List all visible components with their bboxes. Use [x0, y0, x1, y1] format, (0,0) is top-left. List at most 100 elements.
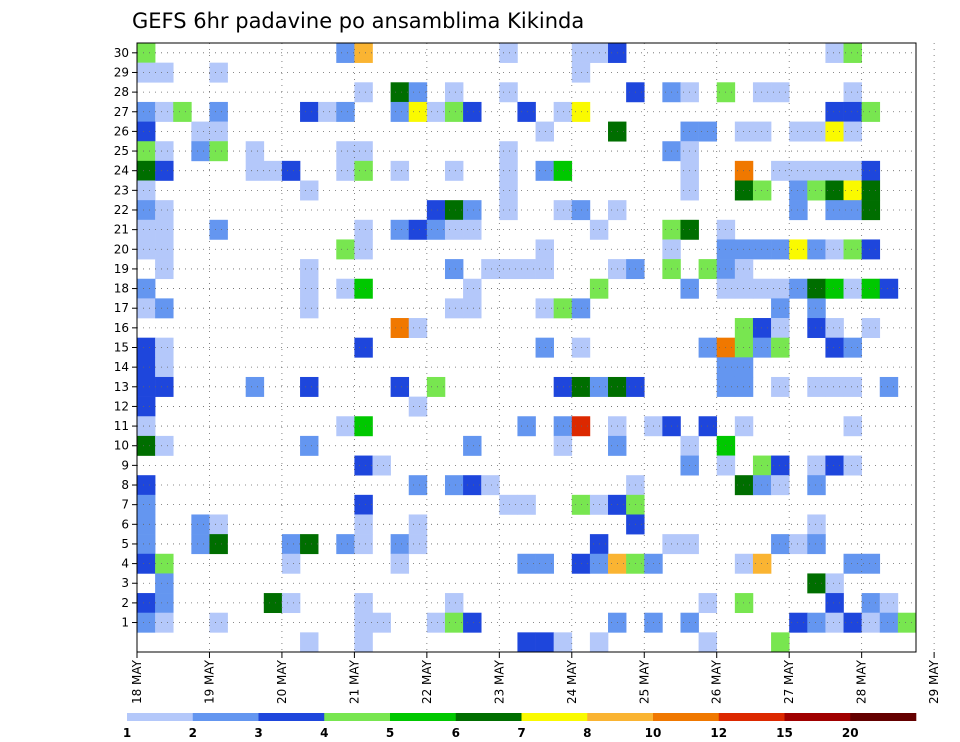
heatmap-cell [372, 612, 391, 633]
heatmap-cell [408, 396, 428, 417]
x-tick-label: 23 MAY [492, 659, 506, 704]
heatmap-cell [300, 376, 319, 397]
heatmap-cell [155, 141, 174, 162]
heatmap-cell [444, 219, 464, 240]
y-tick-label: 10 [114, 439, 129, 453]
heatmap-cell [408, 101, 428, 122]
heatmap-cell [354, 239, 373, 260]
heatmap-cell [209, 121, 228, 142]
heatmap-cell [300, 101, 319, 122]
x-tick-label: 28 MAY [855, 659, 869, 704]
heatmap-cell [426, 219, 446, 240]
heatmap-cell [209, 62, 228, 83]
y-tick-label: 9 [121, 458, 129, 472]
heatmap-cell [752, 278, 772, 299]
heatmap-cell [553, 376, 573, 397]
heatmap-cells [137, 43, 917, 653]
heatmap-cell [209, 101, 228, 122]
heatmap-cell [426, 200, 446, 221]
heatmap-cell [155, 573, 174, 594]
heatmap-cell [789, 239, 808, 260]
heatmap-cell [734, 278, 754, 299]
heatmap-cell [807, 376, 826, 397]
heatmap-cell [173, 101, 192, 122]
legend-swatch [390, 713, 457, 721]
y-tick-label: 8 [121, 478, 129, 492]
heatmap-cell [789, 278, 808, 299]
heatmap-cell [390, 219, 410, 240]
heatmap-cell [191, 121, 210, 142]
heatmap-cell [300, 632, 319, 653]
heatmap-cell [336, 239, 355, 260]
heatmap-cell [463, 101, 482, 122]
heatmap-cell [499, 200, 518, 221]
heatmap-cell [698, 632, 718, 653]
y-tick-label: 28 [114, 85, 129, 99]
legend-label: 2 [189, 726, 197, 740]
heatmap-cell [752, 475, 772, 496]
heatmap-cell [155, 259, 174, 280]
heatmap-cell [752, 318, 772, 338]
legend-label: 20 [842, 726, 859, 740]
heatmap-cell [535, 259, 554, 280]
heatmap-cell [372, 455, 391, 476]
heatmap-cell [390, 318, 410, 338]
y-tick-label: 12 [114, 399, 129, 413]
heatmap-cell [553, 101, 573, 122]
heatmap-cell [137, 121, 156, 142]
heatmap-cell [354, 612, 373, 633]
heatmap-cell [155, 160, 174, 181]
heatmap-cell [191, 141, 210, 162]
heatmap-cell [463, 612, 482, 633]
color-legend: 1 2 3 4 5 6 7 8 10 12 15 20 [123, 713, 917, 740]
heatmap-cell [155, 357, 174, 378]
heatmap-cell [771, 337, 790, 358]
heatmap-cell [535, 337, 554, 358]
heatmap-cell [734, 337, 754, 358]
heatmap-cell [336, 43, 355, 63]
heatmap-cell [209, 612, 228, 633]
heatmap-cell [444, 593, 464, 614]
heatmap-cell [861, 612, 881, 633]
heatmap-cell [408, 219, 428, 240]
heatmap-cell [444, 475, 464, 496]
x-tick-label: 19 MAY [202, 659, 216, 704]
heatmap-cell [771, 455, 790, 476]
heatmap-cell [517, 632, 536, 653]
heatmap-cell [155, 553, 174, 574]
heatmap-cell [861, 278, 881, 299]
heatmap-cell [444, 298, 464, 319]
x-tick-label: 18 MAY [130, 659, 144, 704]
heatmap-cell [481, 259, 500, 280]
heatmap-cell [861, 593, 881, 614]
heatmap-cell [807, 180, 826, 201]
heatmap-cell [137, 612, 156, 633]
heatmap-cell [843, 455, 862, 476]
heatmap-cell [734, 121, 754, 142]
heatmap-cell [807, 121, 826, 142]
heatmap-cell [861, 318, 881, 338]
heatmap-cell [752, 553, 772, 574]
heatmap-cell [553, 435, 573, 456]
heatmap-cell [209, 534, 228, 555]
y-tick-label: 25 [114, 144, 129, 158]
heatmap-cell [843, 416, 862, 437]
legend-swatch [192, 713, 259, 721]
heatmap-cell [463, 219, 482, 240]
heatmap-cell [789, 121, 808, 142]
heatmap-cell [354, 160, 373, 181]
heatmap-cell [281, 534, 301, 555]
heatmap-cell [843, 239, 862, 260]
y-tick-label: 27 [114, 105, 129, 119]
heatmap-cell [281, 160, 301, 181]
heatmap-cell [336, 141, 355, 162]
heatmap-cell [789, 534, 808, 555]
heatmap-cell [843, 376, 862, 397]
heatmap-cell [553, 632, 573, 653]
heatmap-cell [752, 121, 772, 142]
heatmap-cell [137, 416, 156, 437]
heatmap-cell [771, 318, 790, 338]
heatmap-cell [354, 141, 373, 162]
legend-label: 4 [320, 726, 328, 740]
heatmap-cell [390, 376, 410, 397]
